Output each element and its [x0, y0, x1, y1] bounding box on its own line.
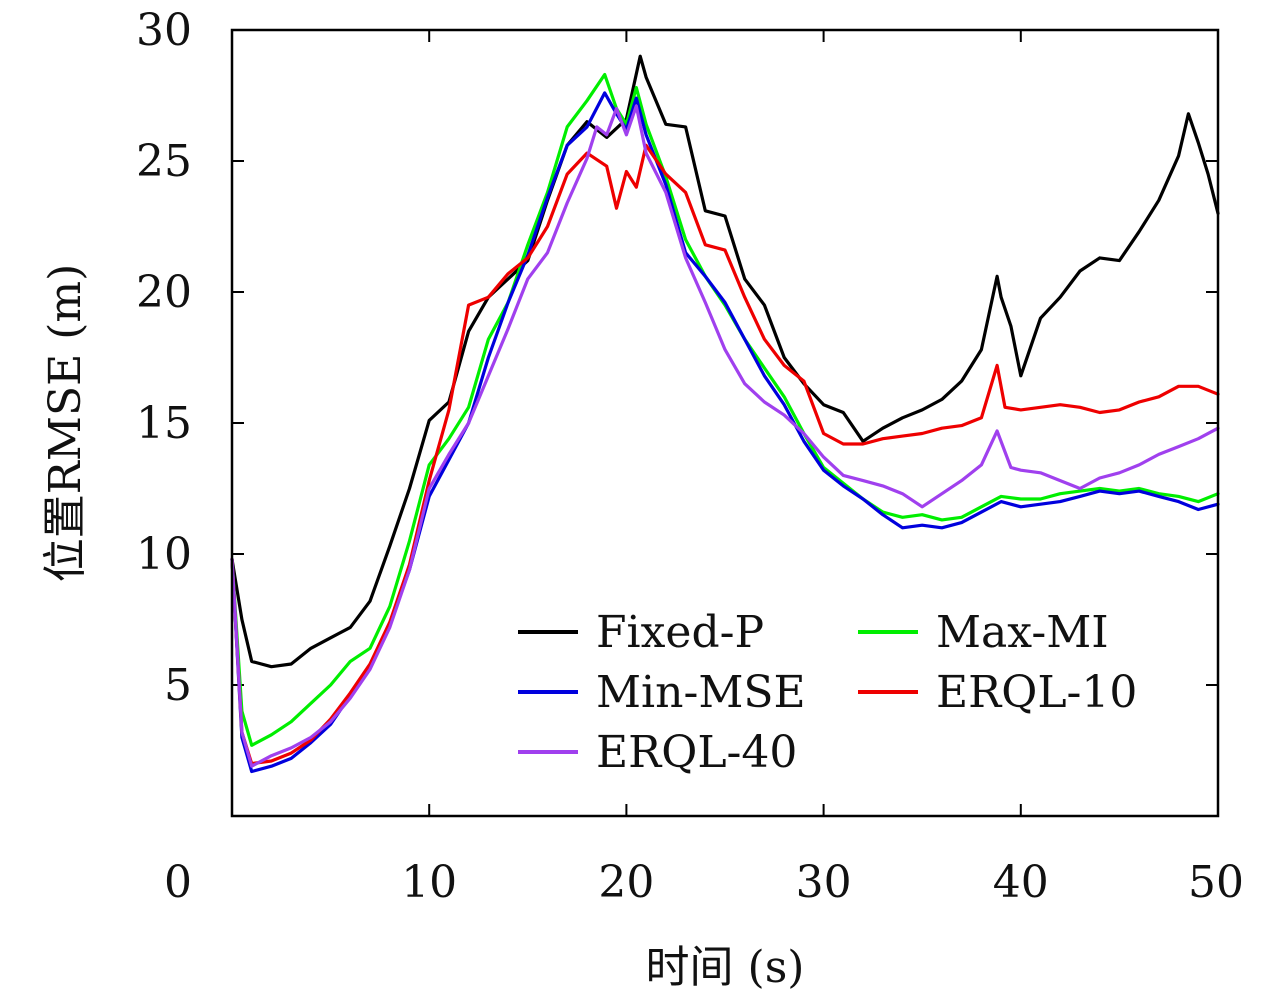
legend-label-max-mi: Max-MI: [936, 607, 1109, 658]
y-tick-label: 10: [136, 529, 192, 580]
x-tick-label: 20: [598, 857, 654, 908]
legend-label-fixed-p: Fixed-P: [596, 607, 764, 658]
x-tick-label: 30: [796, 857, 852, 908]
x-tick-label: 50: [1188, 857, 1244, 908]
series-line-max-mi: [230, 72, 1220, 747]
series-line-erql-40: [230, 104, 1220, 768]
legend-label-min-mse: Min-MSE: [596, 667, 806, 718]
tick-labels: 0 10 20 30 40 50 5 10 15 20 25 30: [136, 5, 1244, 908]
y-tick-label: 5: [164, 660, 192, 711]
x-tick-label: 40: [993, 857, 1049, 908]
legend-label-erql-40: ERQL-40: [596, 727, 797, 778]
y-tick-label: 25: [136, 136, 192, 187]
x-axis-title: 时间 (s): [646, 942, 805, 993]
series-line-fixed-p: [230, 54, 1220, 669]
y-tick-label: 20: [136, 267, 192, 318]
y-axis-title: 位置RMSE (m): [40, 264, 91, 582]
x-tick-label: 10: [401, 857, 457, 908]
legend-label-erql-10: ERQL-10: [936, 667, 1137, 718]
series-line-erql-10: [230, 143, 1220, 766]
legend: Fixed-P Max-MI Min-MSE ERQL-10 ERQL-40: [518, 607, 1137, 778]
y-tick-label: 15: [136, 398, 192, 449]
y-tick-label: 30: [136, 5, 192, 56]
series-lines: [230, 54, 1220, 774]
plot-frame: [230, 28, 1220, 818]
x-tick-label: 0: [164, 857, 192, 908]
